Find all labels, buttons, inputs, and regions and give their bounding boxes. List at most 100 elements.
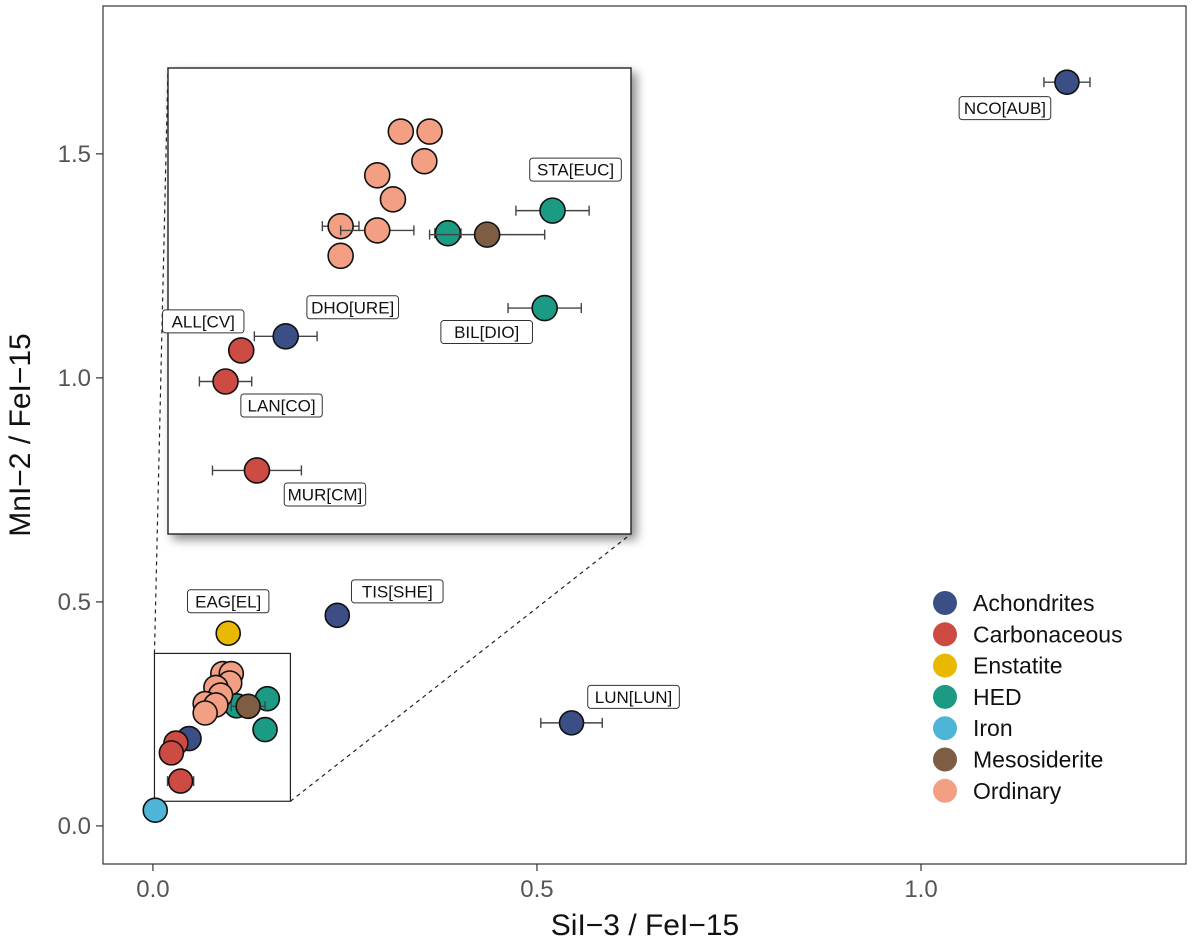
point-marker: [215, 620, 241, 647]
label-text: LAN[CO]: [248, 396, 316, 415]
point-marker: [387, 118, 415, 145]
legend-item-enstatite: Enstatite: [933, 653, 1063, 679]
label-box: [440, 320, 533, 345]
label-text: TIS[SHE]: [362, 582, 433, 601]
zoom-guide-line: [290, 533, 632, 802]
main-point-ordinary: [192, 700, 218, 726]
legend-label: Achondrites: [973, 590, 1094, 616]
point-marker: [252, 716, 278, 743]
legend-label: Mesosiderite: [973, 747, 1103, 773]
inset-point-ordinary: [363, 162, 391, 189]
point-marker: [235, 693, 261, 720]
point-marker: [379, 186, 407, 213]
point-marker: [192, 700, 218, 726]
inset-point-ordinary: [379, 186, 407, 213]
point-label-lan-co: LAN[CO]: [240, 393, 323, 418]
x-tick-label: 1.0: [904, 876, 937, 903]
point-label-tis-she: TIS[SHE]: [350, 579, 444, 604]
x-tick-label: 0.5: [520, 876, 553, 903]
label-text: DHO[URE]: [311, 298, 394, 317]
point-marker: [363, 162, 391, 189]
zoom-region-box: [153, 652, 292, 802]
x-axis-title: SiI−3 / FeI−15: [551, 909, 739, 942]
x-tick-label: 0.0: [136, 876, 169, 903]
inset-point-ordinary: [327, 242, 354, 270]
legend-swatch: [933, 591, 957, 615]
inset-point-ordinary: [339, 217, 415, 244]
point-marker: [142, 797, 169, 824]
point-marker: [324, 602, 351, 629]
legend-swatch: [933, 747, 957, 772]
label-box: [306, 295, 400, 320]
point-marker: [1054, 69, 1080, 95]
label-box: [162, 309, 245, 334]
inset-point-hed: [434, 219, 462, 247]
inset-panel: STA[EUC] BIL[DIO] DHO[URE] ALL[CV] LAN[CO] MU…: [162, 67, 632, 535]
inset-point-lan-co: LAN[CO]: [198, 368, 323, 418]
legend-label: Enstatite: [973, 653, 1063, 679]
point-marker: [167, 768, 194, 794]
label-text: ALL[CV]: [172, 312, 235, 331]
inset-point-all-cv: ALL[CV]: [162, 309, 255, 364]
y-tick-label: 0.5: [58, 589, 91, 616]
point-marker: [212, 368, 239, 395]
y-axis-title: MnI−2 / FeI−15: [4, 333, 37, 536]
label-text: EAG[EL]: [195, 592, 261, 611]
label-box: [186, 589, 270, 614]
point-marker: [272, 323, 300, 350]
y-tick-label: 1.5: [58, 141, 91, 168]
point-label-all-cv: ALL[CV]: [162, 309, 245, 334]
inset-point-sta-euc: STA[EUC]: [515, 157, 622, 224]
point-marker: [539, 197, 566, 224]
label-box: [958, 96, 1052, 121]
main-point-mesosiderite: [230, 693, 266, 720]
inset-zoom-guides: [153, 67, 632, 802]
inset-point-mesosiderite: [428, 221, 546, 248]
point-marker: [363, 217, 391, 244]
point-marker: [327, 242, 354, 270]
point-label-lun-lun: LUN[LUN]: [587, 684, 680, 709]
main-point-mur-cm: [166, 768, 195, 794]
main-point-iron: [142, 797, 169, 824]
point-label-dho-ure: DHO[URE]: [306, 295, 400, 320]
legend-label: Ordinary: [973, 778, 1062, 804]
legend-label: Carbonaceous: [973, 621, 1123, 647]
point-marker: [243, 457, 271, 484]
legend-label: Iron: [973, 715, 1013, 741]
legend-item-iron: Iron: [933, 715, 1013, 741]
point-label-bil-dio: BIL[DIO]: [440, 320, 533, 345]
main-point-tis-she: TIS[SHE]: [324, 579, 444, 629]
inset-point-dho-ure: DHO[URE]: [253, 295, 400, 350]
legend-item-achondrites: Achondrites: [933, 590, 1094, 616]
y-axis: 0.0 0.5 1.0 1.5: [58, 141, 103, 840]
inset-point-ordinary: [416, 118, 443, 145]
label-box: [240, 393, 323, 418]
inset-points: STA[EUC] BIL[DIO] DHO[URE] ALL[CV] LAN[CO] MU…: [162, 118, 622, 507]
point-marker: [411, 147, 438, 175]
label-box: [529, 157, 622, 182]
point-marker: [416, 118, 443, 145]
main-point-lan-co: [158, 740, 185, 766]
legend-swatch: [933, 716, 957, 741]
legend: Achondrites Carbonaceous Enstatite HED Iron M…: [933, 590, 1123, 804]
legend-item-carbonaceous: Carbonaceous: [933, 621, 1123, 647]
point-label-nco-aub: NCO[AUB]: [958, 96, 1052, 121]
label-text: NCO[AUB]: [964, 99, 1046, 118]
point-label-mur-cm: MUR[CM]: [283, 482, 367, 507]
point-label-sta-euc: STA[EUC]: [529, 157, 622, 182]
main-point-lun-lun: LUN[LUN]: [540, 684, 680, 736]
label-text: LUN[LUN]: [595, 688, 672, 707]
inset-point-bil-dio: BIL[DIO]: [440, 294, 582, 345]
legend-swatch: [933, 778, 957, 803]
zoom-guide-line: [153, 67, 169, 654]
point-marker: [531, 294, 558, 322]
legend-item-mesosiderite: Mesosiderite: [933, 747, 1103, 773]
legend-item-ordinary: Ordinary: [933, 778, 1062, 804]
legend-swatch: [933, 622, 957, 647]
main-point-nco-aub: NCO[AUB]: [958, 69, 1091, 121]
point-label-eag-el: EAG[EL]: [186, 589, 270, 614]
legend-swatch: [933, 684, 957, 709]
inset-point-ordinary: [411, 147, 438, 175]
point-marker: [158, 740, 185, 766]
